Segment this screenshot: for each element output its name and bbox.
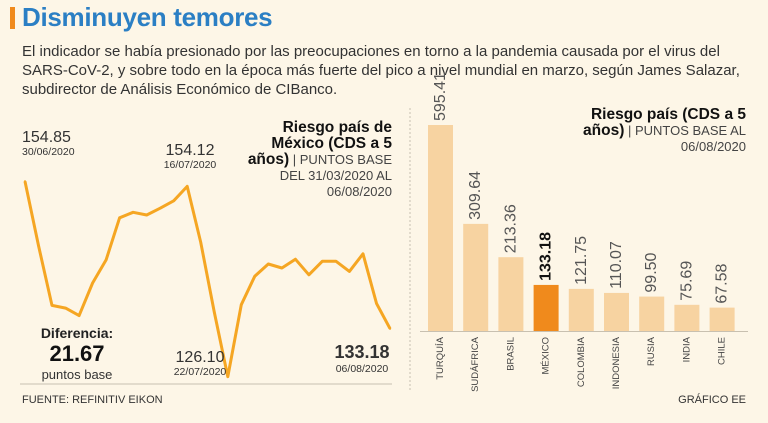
source-note: FUENTE: REFINITIV EIKON xyxy=(22,394,163,406)
bar-value-label: 213.36 xyxy=(502,204,519,253)
bar-chart-subtitle: | PUNTOS BASE AL 06/08/2020 xyxy=(624,123,746,154)
bar xyxy=(604,292,629,331)
line-chart-title: Riesgo país de México (CDS a 5 años) xyxy=(247,119,392,168)
bar xyxy=(498,257,524,331)
line-point xyxy=(240,303,243,306)
bar-category-label: MÉXICO xyxy=(541,337,552,374)
line-point xyxy=(77,314,81,317)
bar xyxy=(674,304,700,331)
bar xyxy=(533,284,559,331)
line-point xyxy=(388,327,392,330)
bar-category-label: CHILE xyxy=(717,337,728,365)
line-point xyxy=(361,252,365,255)
line-point xyxy=(226,375,229,378)
annotation-value: 126.10 xyxy=(176,349,225,366)
bar-value-label: 595.41 xyxy=(432,72,449,121)
line-point xyxy=(375,302,378,305)
bar-chart-title: Riesgo país (CDS a 5 años) xyxy=(583,106,746,139)
difference-value: 21.67 xyxy=(49,341,105,366)
line-point xyxy=(294,257,297,261)
line-point xyxy=(131,211,135,214)
line-chart-heading: Riesgo país de México (CDS a 5 años) | P… xyxy=(230,120,392,200)
bar xyxy=(463,223,489,331)
line-point xyxy=(253,274,257,278)
bar-chart-heading: Riesgo país (CDS a 5 años) | PUNTOS BASE… xyxy=(560,107,746,155)
line-point xyxy=(172,199,175,202)
line-chart-subtitle: | PUNTOS BASE DEL 31/03/2020 AL 06/08/20… xyxy=(279,152,392,199)
annotation-value: 133.18 xyxy=(334,342,389,362)
line-point xyxy=(118,216,121,219)
annotation-date: 06/08/2020 xyxy=(336,363,389,375)
bar xyxy=(639,296,665,331)
title-accent-bar xyxy=(10,7,15,29)
line-point xyxy=(64,306,67,310)
bar-category-label: INDONESIA xyxy=(611,336,622,389)
line-point xyxy=(348,270,351,273)
line-point xyxy=(267,262,270,266)
bar-value-label: 110.07 xyxy=(608,241,625,289)
bar xyxy=(568,288,594,331)
difference-label: Diferencia: xyxy=(40,325,114,341)
difference-box: Diferencia: 21.67 puntos base xyxy=(28,325,126,382)
annotation-date: 16/07/2020 xyxy=(164,159,217,171)
line-point xyxy=(158,207,162,210)
line-point xyxy=(104,258,108,262)
bar-category-label: RUSIA xyxy=(646,336,657,366)
bar-value-label: 121.75 xyxy=(573,236,590,285)
bar-category-label: SUDÁFRICA xyxy=(470,336,481,392)
line-point xyxy=(37,244,40,247)
bar-value-label: 99.50 xyxy=(643,252,660,292)
annotation-date: 30/06/2020 xyxy=(22,146,75,158)
bar-value-label: 309.64 xyxy=(467,171,484,220)
graphic-credit: GRÁFICO EE xyxy=(678,394,746,406)
intro-paragraph: El indicador se había presionado por las… xyxy=(22,43,740,98)
line-point xyxy=(321,260,324,263)
bar-category-label: BRASIL xyxy=(505,337,516,371)
line-point xyxy=(213,310,216,314)
line-point xyxy=(50,304,54,307)
bar-category-label: INDIA xyxy=(681,336,692,362)
page-title: Disminuyen temores xyxy=(22,2,273,32)
line-point xyxy=(91,281,94,285)
series-line xyxy=(23,181,392,379)
bar-value-label: 75.69 xyxy=(678,261,695,301)
annotation-date: 22/07/2020 xyxy=(174,366,227,378)
bar-value-label: 67.58 xyxy=(714,263,731,303)
bar-chart: 595.41 TURQUÍA 309.64 SUDÁFRICA 213.36 BRASIL… xyxy=(420,72,748,392)
annotation-value: 154.85 xyxy=(22,129,71,146)
bar-value-label: 133.18 xyxy=(538,232,555,281)
annotation-value: 154.12 xyxy=(166,142,215,159)
line-point xyxy=(23,180,27,183)
line-point xyxy=(186,185,189,188)
line-point xyxy=(199,241,202,244)
line-point xyxy=(334,260,338,263)
line-point xyxy=(145,213,148,217)
bar-category-label: TURQUÍA xyxy=(435,336,446,379)
bar-category-label: COLOMBIA xyxy=(576,336,587,387)
bar xyxy=(428,125,453,331)
bar xyxy=(709,307,735,331)
line-point xyxy=(307,273,311,277)
line-point xyxy=(280,266,284,270)
difference-unit: puntos base xyxy=(41,367,113,382)
